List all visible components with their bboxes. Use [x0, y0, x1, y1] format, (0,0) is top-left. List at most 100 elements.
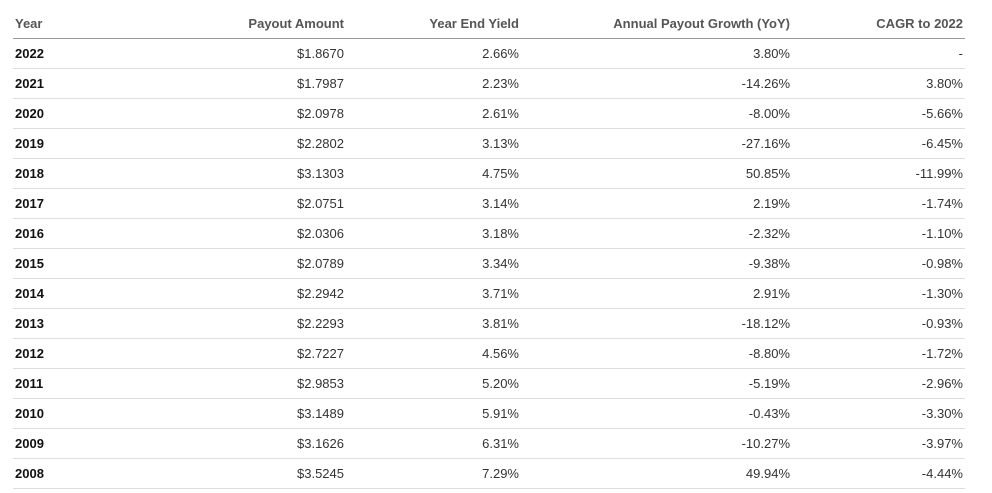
cell-annual-payout-growth: -10.27%: [521, 428, 792, 459]
cell-cagr: -6.45%: [792, 128, 965, 159]
cell-payout-amount: $3.1626: [133, 428, 346, 459]
cell-cagr: -1.74%: [792, 188, 965, 219]
cell-annual-payout-growth: -2.32%: [521, 218, 792, 249]
cell-year-end-yield: 3.13%: [346, 128, 521, 159]
table-row: 2016 $2.0306 3.18% -2.32% -1.10%: [13, 218, 965, 249]
table-header: Year Payout Amount Year End Yield Annual…: [13, 8, 965, 39]
header-year-end-yield[interactable]: Year End Yield: [346, 8, 521, 39]
cell-cagr: -0.98%: [792, 248, 965, 279]
table-row: 2019 $2.2802 3.13% -27.16% -6.45%: [13, 128, 965, 159]
cell-payout-amount: $2.9853: [133, 368, 346, 399]
cell-payout-amount: $2.2802: [133, 128, 346, 159]
table-row: 2018 $3.1303 4.75% 50.85% -11.99%: [13, 158, 965, 189]
cell-year: 2016: [13, 218, 133, 249]
cell-payout-amount: $2.7227: [133, 338, 346, 369]
cell-year-end-yield: 4.75%: [346, 158, 521, 189]
cell-year-end-yield: 2.66%: [346, 38, 521, 69]
cell-year: 2014: [13, 278, 133, 309]
cell-year: 2018: [13, 158, 133, 189]
cell-annual-payout-growth: -8.00%: [521, 98, 792, 129]
cell-year-end-yield: 2.61%: [346, 98, 521, 129]
cell-year-end-yield: 3.34%: [346, 248, 521, 279]
table-row: 2014 $2.2942 3.71% 2.91% -1.30%: [13, 278, 965, 309]
cell-cagr: -1.72%: [792, 338, 965, 369]
header-annual-payout-growth[interactable]: Annual Payout Growth (YoY): [521, 8, 792, 39]
cell-payout-amount: $2.0789: [133, 248, 346, 279]
cell-annual-payout-growth: 3.80%: [521, 38, 792, 69]
table-row: 2009 $3.1626 6.31% -10.27% -3.97%: [13, 428, 965, 459]
cell-cagr: -4.44%: [792, 458, 965, 489]
cell-year: 2019: [13, 128, 133, 159]
cell-cagr: -3.97%: [792, 428, 965, 459]
cell-year: 2021: [13, 68, 133, 99]
cell-payout-amount: $2.2942: [133, 278, 346, 309]
cell-payout-amount: $3.1489: [133, 398, 346, 429]
table-row: 2008 $3.5245 7.29% 49.94% -4.44%: [13, 458, 965, 489]
table-row: 2020 $2.0978 2.61% -8.00% -5.66%: [13, 98, 965, 129]
cell-cagr: -1.10%: [792, 218, 965, 249]
cell-payout-amount: $1.8670: [133, 38, 346, 69]
cell-year: 2013: [13, 308, 133, 339]
header-row: Year Payout Amount Year End Yield Annual…: [13, 8, 965, 39]
cell-annual-payout-growth: 2.19%: [521, 188, 792, 219]
cell-annual-payout-growth: 50.85%: [521, 158, 792, 189]
cell-payout-amount: $2.2293: [133, 308, 346, 339]
cell-annual-payout-growth: -9.38%: [521, 248, 792, 279]
table-row: 2017 $2.0751 3.14% 2.19% -1.74%: [13, 188, 965, 219]
table-row: 2015 $2.0789 3.34% -9.38% -0.98%: [13, 248, 965, 279]
cell-year-end-yield: 3.71%: [346, 278, 521, 309]
cell-payout-amount: $3.5245: [133, 458, 346, 489]
cell-payout-amount: $2.0751: [133, 188, 346, 219]
cell-year: 2008: [13, 458, 133, 489]
cell-annual-payout-growth: 49.94%: [521, 458, 792, 489]
table-row: 2013 $2.2293 3.81% -18.12% -0.93%: [13, 308, 965, 339]
cell-annual-payout-growth: -0.43%: [521, 398, 792, 429]
cell-cagr: -1.30%: [792, 278, 965, 309]
table-row: 2011 $2.9853 5.20% -5.19% -2.96%: [13, 368, 965, 399]
cell-year: 2017: [13, 188, 133, 219]
cell-year: 2009: [13, 428, 133, 459]
table-body: 2022 $1.8670 2.66% 3.80% -2021 $1.7987 2.23% -1…: [13, 38, 965, 489]
cell-year: 2010: [13, 398, 133, 429]
cell-cagr: -: [792, 38, 965, 69]
cell-annual-payout-growth: -5.19%: [521, 368, 792, 399]
cell-payout-amount: $2.0306: [133, 218, 346, 249]
header-payout-amount[interactable]: Payout Amount: [133, 8, 346, 39]
table-row: 2010 $3.1489 5.91% -0.43% -3.30%: [13, 398, 965, 429]
cell-year-end-yield: 3.18%: [346, 218, 521, 249]
table-row: 2022 $1.8670 2.66% 3.80% -: [13, 38, 965, 69]
cell-year: 2015: [13, 248, 133, 279]
cell-year-end-yield: 5.91%: [346, 398, 521, 429]
cell-cagr: 3.80%: [792, 68, 965, 99]
cell-payout-amount: $3.1303: [133, 158, 346, 189]
cell-annual-payout-growth: -8.80%: [521, 338, 792, 369]
cell-annual-payout-growth: 2.91%: [521, 278, 792, 309]
cell-payout-amount: $2.0978: [133, 98, 346, 129]
cell-annual-payout-growth: -18.12%: [521, 308, 792, 339]
cell-year-end-yield: 3.14%: [346, 188, 521, 219]
cell-cagr: -11.99%: [792, 158, 965, 189]
cell-year-end-yield: 6.31%: [346, 428, 521, 459]
cell-annual-payout-growth: -14.26%: [521, 68, 792, 99]
cell-payout-amount: $1.7987: [133, 68, 346, 99]
cell-year: 2020: [13, 98, 133, 129]
cell-year: 2011: [13, 368, 133, 399]
dividend-history-table-container: Year Payout Amount Year End Yield Annual…: [13, 8, 965, 489]
cell-year-end-yield: 4.56%: [346, 338, 521, 369]
cell-year-end-yield: 3.81%: [346, 308, 521, 339]
header-cagr[interactable]: CAGR to 2022: [792, 8, 965, 39]
cell-year-end-yield: 7.29%: [346, 458, 521, 489]
header-year[interactable]: Year: [13, 8, 133, 39]
cell-cagr: -0.93%: [792, 308, 965, 339]
cell-cagr: -3.30%: [792, 398, 965, 429]
dividend-history-table: Year Payout Amount Year End Yield Annual…: [13, 8, 965, 489]
cell-year-end-yield: 5.20%: [346, 368, 521, 399]
cell-year-end-yield: 2.23%: [346, 68, 521, 99]
table-row: 2021 $1.7987 2.23% -14.26% 3.80%: [13, 68, 965, 99]
cell-cagr: -5.66%: [792, 98, 965, 129]
cell-annual-payout-growth: -27.16%: [521, 128, 792, 159]
table-row: 2012 $2.7227 4.56% -8.80% -1.72%: [13, 338, 965, 369]
cell-year: 2012: [13, 338, 133, 369]
cell-year: 2022: [13, 38, 133, 69]
cell-cagr: -2.96%: [792, 368, 965, 399]
